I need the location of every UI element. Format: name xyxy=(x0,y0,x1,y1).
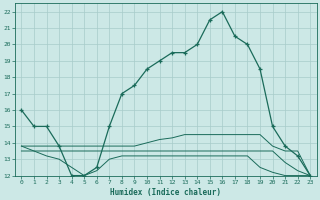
X-axis label: Humidex (Indice chaleur): Humidex (Indice chaleur) xyxy=(110,188,221,197)
